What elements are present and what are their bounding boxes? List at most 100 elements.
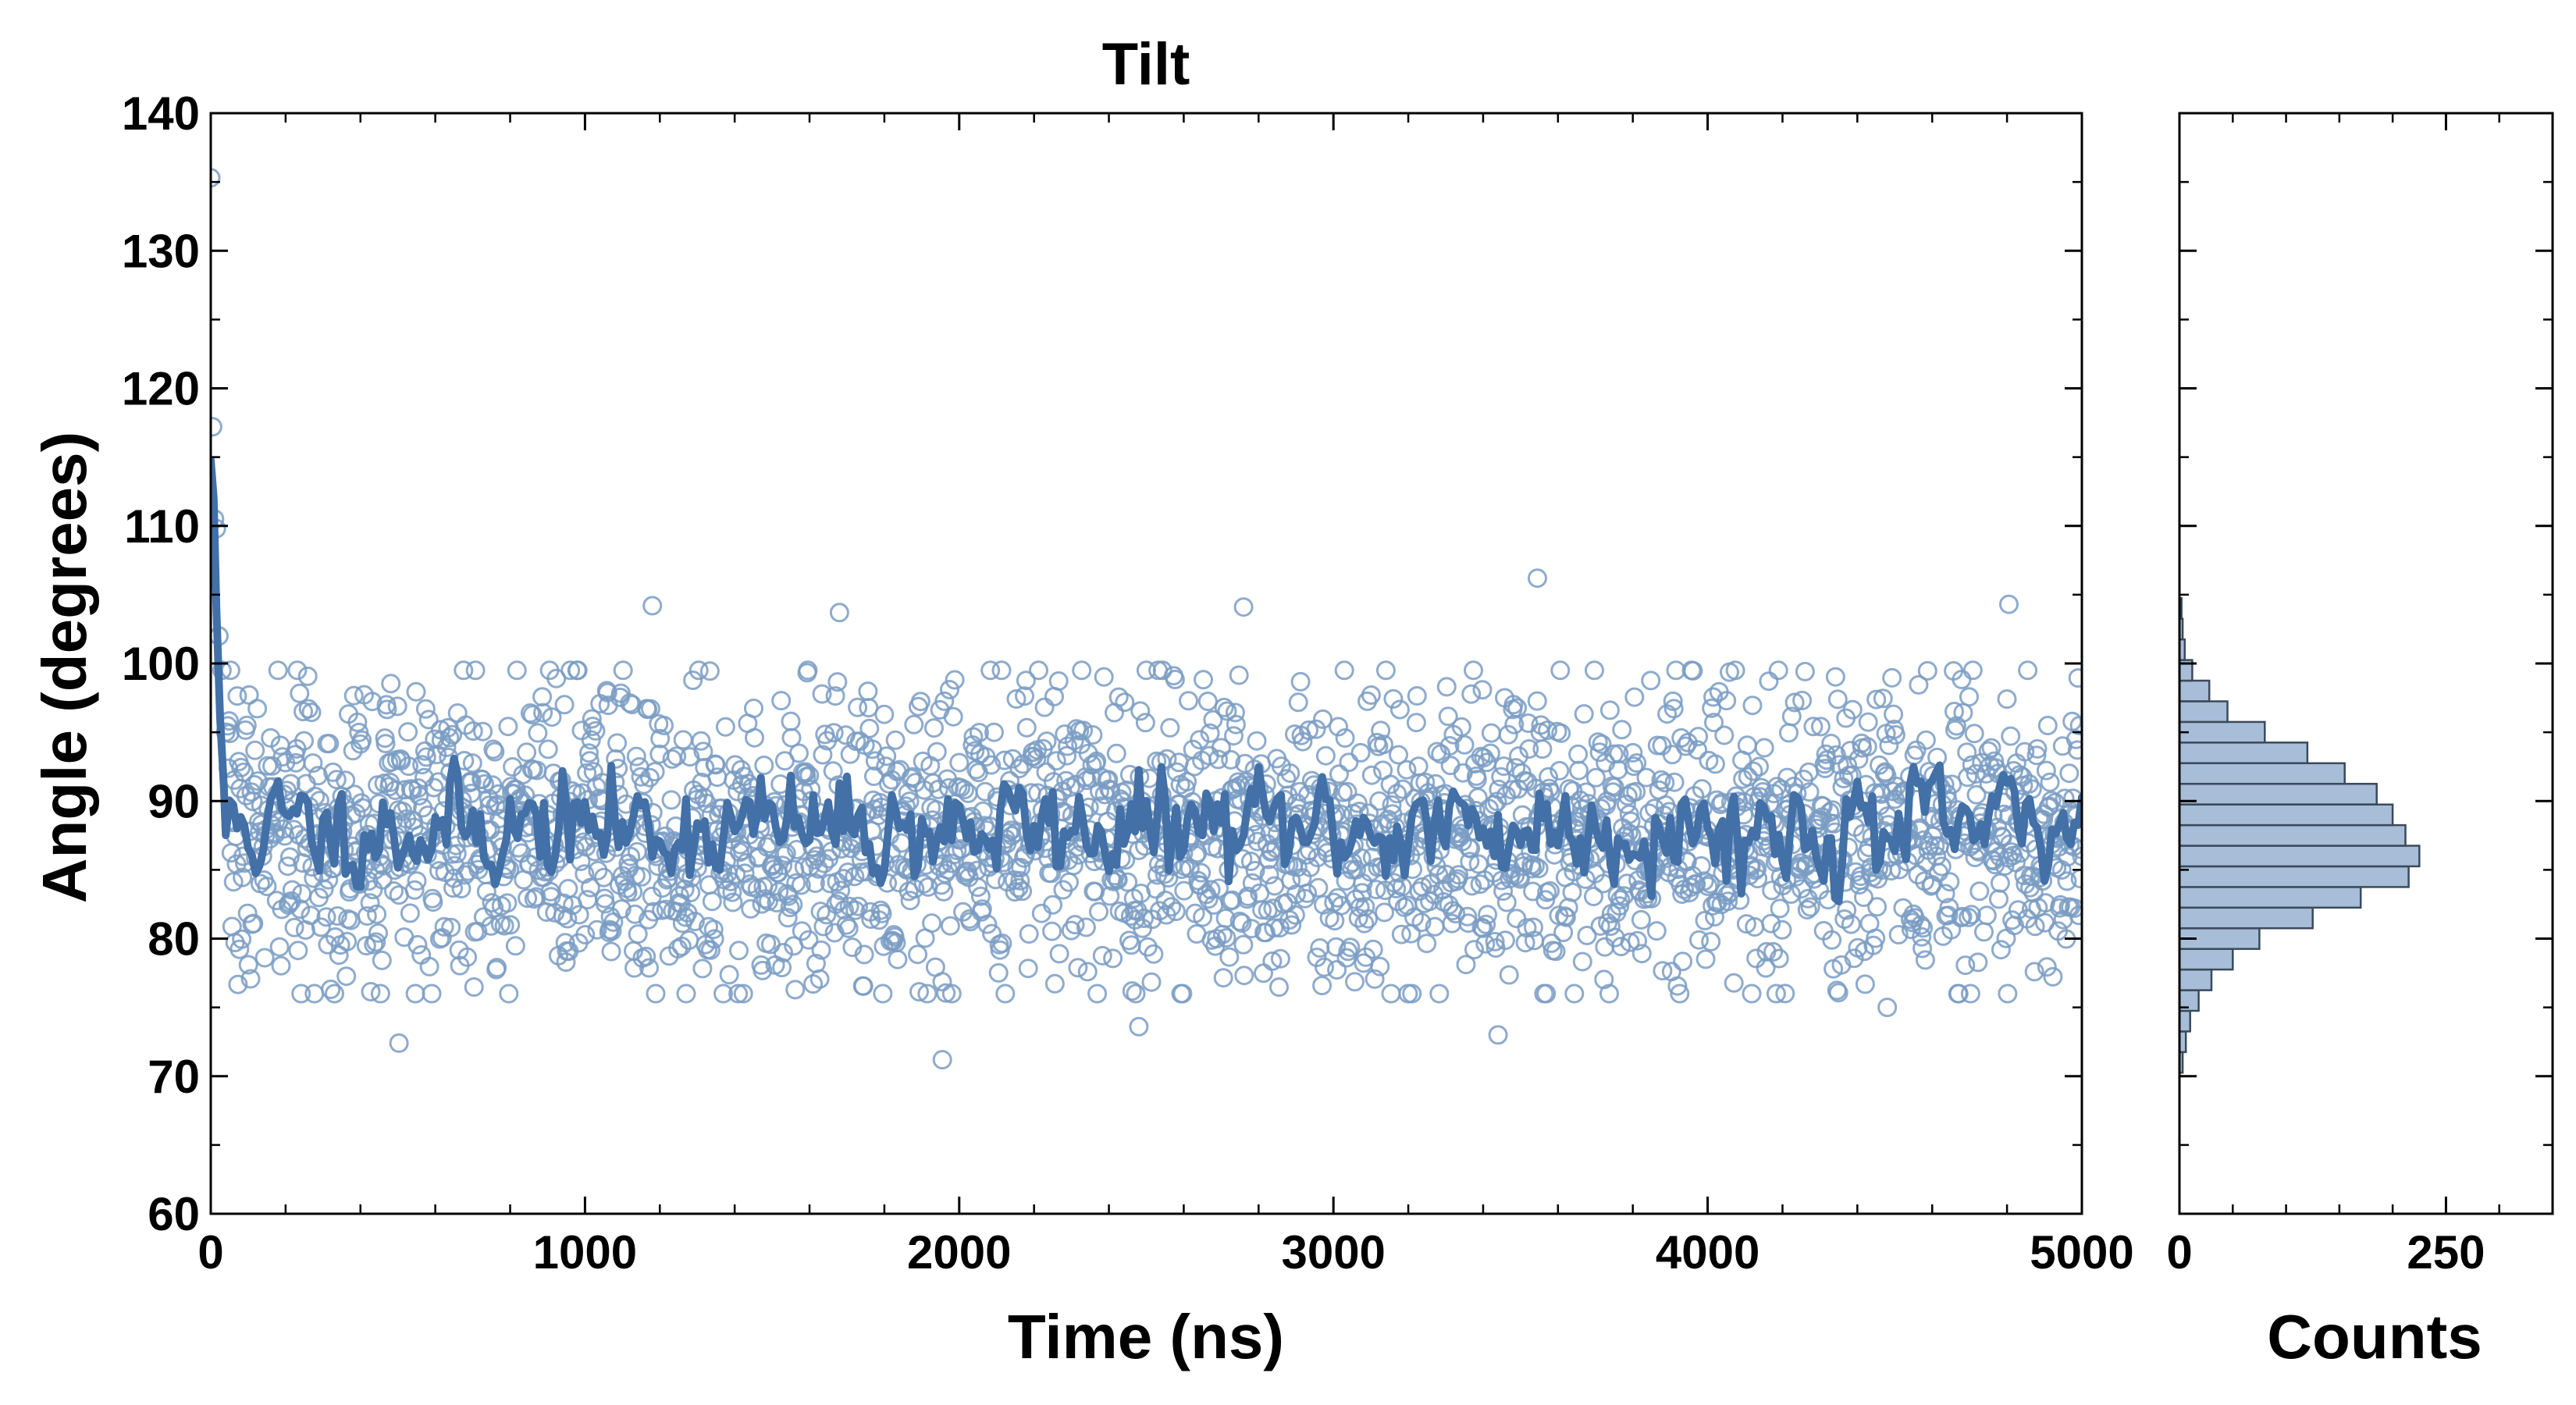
data-point — [569, 905, 589, 925]
data-point — [1670, 984, 1690, 1004]
data-point — [301, 702, 322, 723]
data-point — [497, 893, 518, 913]
data-point — [602, 921, 622, 941]
data-point — [941, 984, 962, 1004]
data-point — [1313, 709, 1333, 729]
data-point — [368, 923, 388, 943]
data-point — [1704, 713, 1724, 733]
data-point — [1389, 745, 1408, 765]
data-point — [2043, 966, 2063, 987]
data-point — [377, 699, 397, 720]
data-point — [1882, 667, 1902, 688]
data-point — [231, 757, 251, 777]
data-point — [454, 660, 474, 681]
data-point — [1146, 879, 1166, 899]
data-point — [375, 734, 396, 754]
data-point — [1247, 731, 1267, 751]
y-tick-label: 140 — [122, 87, 200, 140]
data-point — [1944, 702, 1964, 721]
data-point — [578, 890, 598, 910]
data-point — [404, 880, 425, 900]
data-point — [1959, 687, 1979, 707]
data-point — [904, 714, 924, 735]
data-point — [1525, 856, 1545, 877]
data-point — [1825, 667, 1845, 687]
data-point — [1049, 944, 1069, 964]
data-point — [2059, 763, 2080, 784]
data-point — [646, 984, 666, 1004]
data-point — [1962, 660, 1983, 681]
data-point — [1011, 858, 1031, 877]
data-point — [555, 933, 575, 953]
data-point — [824, 723, 844, 743]
data-point — [556, 952, 576, 973]
data-point — [1115, 692, 1135, 713]
data-point — [785, 980, 806, 1000]
data-point — [1201, 880, 1221, 900]
data-point — [909, 982, 929, 1002]
data-point — [900, 891, 920, 911]
data-point — [381, 674, 401, 694]
data-point — [1213, 968, 1233, 988]
data-point — [282, 880, 302, 900]
data-point — [406, 681, 426, 702]
data-point — [409, 785, 429, 806]
data-point — [1748, 869, 1768, 889]
data-point — [1126, 984, 1146, 1004]
data-point — [240, 969, 261, 989]
data-point — [640, 699, 660, 719]
data-point — [995, 984, 1016, 1004]
data-point — [1964, 724, 1984, 744]
data-point — [992, 934, 1012, 953]
main-plot-frame — [209, 112, 2083, 1215]
data-point — [1822, 930, 1842, 950]
data-point — [991, 660, 1012, 681]
data-point — [1055, 724, 1075, 745]
data-point — [836, 915, 856, 935]
data-point — [1885, 725, 1905, 745]
data-point — [977, 914, 998, 934]
data-point — [1315, 957, 1334, 977]
data-point — [234, 762, 254, 782]
x-axis-label: Time (ns) — [1008, 1302, 1284, 1371]
data-point — [304, 984, 325, 1004]
data-point — [789, 743, 809, 763]
data-point — [1761, 913, 1781, 934]
data-point — [372, 870, 393, 890]
data-point — [1233, 597, 1254, 617]
data-point — [1663, 699, 1684, 719]
data-point — [1626, 781, 1646, 802]
data-point — [2040, 772, 2060, 792]
data-point — [799, 930, 819, 950]
data-point — [1854, 887, 1873, 907]
data-point — [1391, 924, 1411, 944]
data-point — [407, 871, 427, 891]
data-point — [1641, 670, 1661, 691]
data-point — [970, 723, 989, 742]
data-point — [601, 941, 621, 962]
data-point — [1968, 952, 1988, 973]
data-point — [1522, 859, 1542, 879]
data-point — [685, 912, 705, 931]
data-point — [372, 950, 392, 970]
data-point — [1717, 691, 1737, 711]
data-point — [318, 870, 339, 890]
data-point — [1607, 885, 1628, 905]
data-point — [2036, 760, 2056, 781]
data-point — [1623, 742, 1643, 763]
data-point — [1781, 706, 1802, 727]
data-point — [2069, 716, 2082, 735]
data-point — [1948, 984, 1969, 1004]
data-point — [290, 899, 311, 919]
histogram-tick-labels: 0 250 — [2166, 1226, 2485, 1279]
data-point — [580, 877, 600, 898]
data-point — [1842, 699, 1863, 720]
data-point — [237, 715, 257, 735]
data-point — [1610, 890, 1631, 910]
data-point — [1915, 950, 1935, 970]
data-point — [1347, 793, 1368, 813]
data-point — [579, 743, 599, 763]
data-point — [1906, 740, 1927, 760]
data-point — [2018, 660, 2038, 681]
data-point — [546, 668, 567, 688]
